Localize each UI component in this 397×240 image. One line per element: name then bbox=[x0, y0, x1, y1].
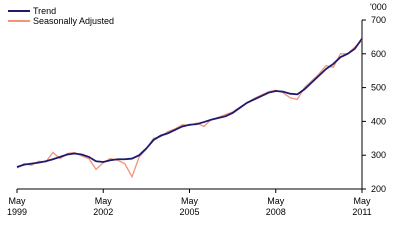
legend-label: Seasonally Adjusted bbox=[33, 16, 114, 26]
unit-label: '000 bbox=[370, 2, 387, 12]
line-series bbox=[16, 39, 363, 179]
y-tick-label: 700 bbox=[371, 15, 386, 25]
x-tick-label: May 2008 bbox=[266, 196, 286, 217]
legend-label: Trend bbox=[33, 6, 56, 16]
y-tick-label: 200 bbox=[371, 184, 386, 194]
y-tick-label: 500 bbox=[371, 83, 386, 93]
x-tick-label: May 2011 bbox=[352, 196, 371, 217]
chart: '000 200 300 400 500 600 700 May 1999 May 2002 May… bbox=[7, 2, 387, 217]
x-tick-label: May 2002 bbox=[93, 196, 113, 217]
line-series bbox=[16, 38, 363, 168]
x-tick-label: May 2005 bbox=[179, 196, 199, 217]
y-tick-label: 400 bbox=[371, 116, 386, 126]
y-tick-label: 600 bbox=[371, 49, 386, 59]
x-tick-label: May 1999 bbox=[7, 196, 27, 217]
y-tick-label: 300 bbox=[371, 150, 386, 160]
